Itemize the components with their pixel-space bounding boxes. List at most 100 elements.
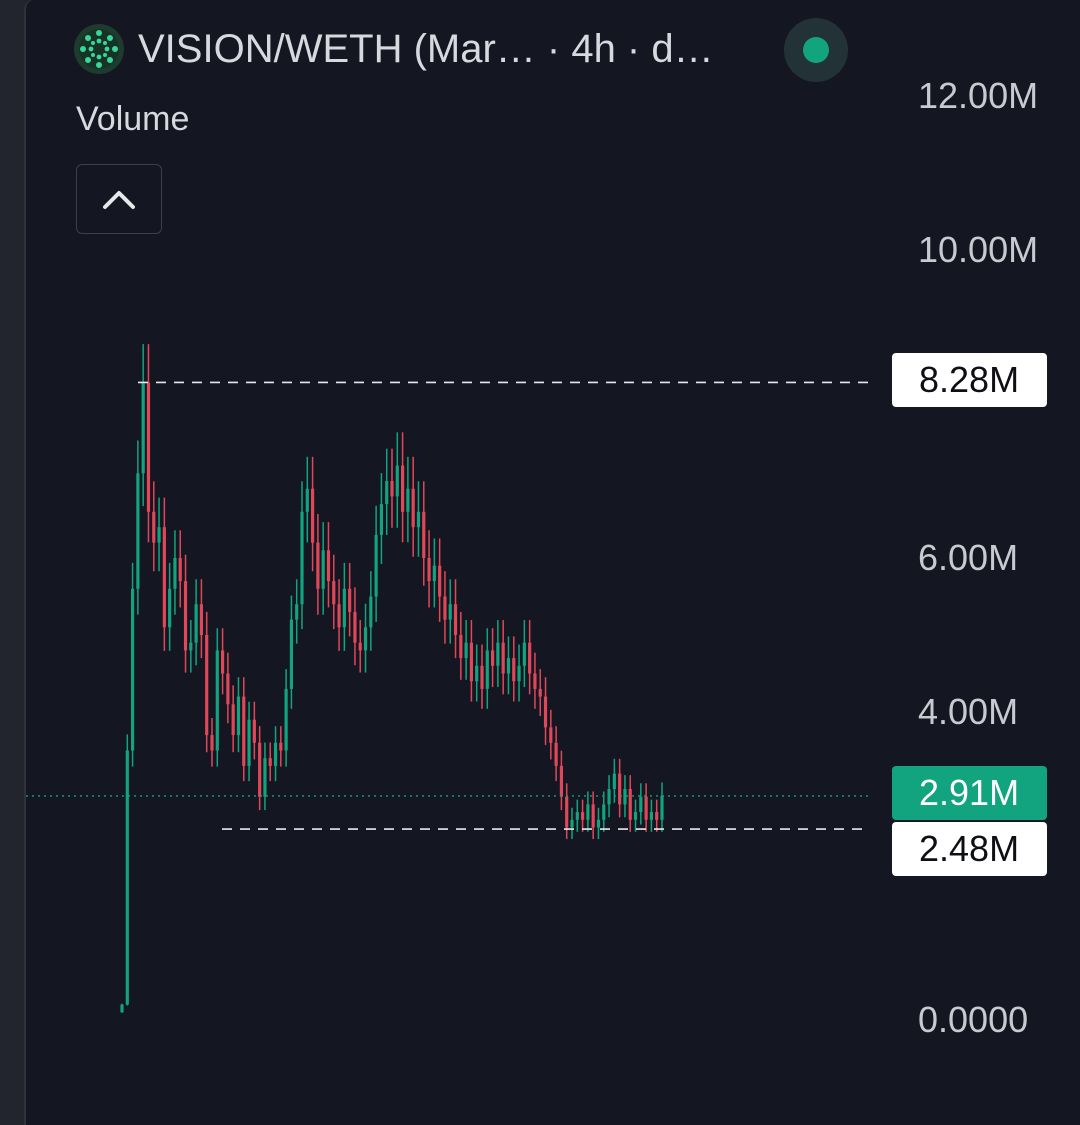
candle-body (554, 742, 558, 766)
current-value-tag: 2.91M (892, 766, 1047, 820)
candle-body (538, 688, 542, 697)
candle-body (480, 665, 484, 689)
candle-body (321, 550, 325, 589)
candle-body (575, 812, 579, 820)
candle-body (337, 604, 341, 628)
chart-header: VISION/WETH (Mar… · 4h · d… (74, 24, 714, 74)
candle-body (268, 758, 272, 766)
candle-body (385, 481, 389, 505)
candle-body (342, 588, 346, 628)
vision-token-logo-icon (74, 24, 124, 74)
candle-body (528, 642, 532, 674)
candle-body (443, 596, 447, 620)
candle-body (379, 504, 383, 535)
y-axis-tick: 6.00M (918, 537, 1019, 578)
candle-body (125, 750, 129, 1005)
candle-body (591, 804, 595, 828)
candle-body (469, 642, 473, 682)
candle-body (289, 619, 293, 689)
candle-body (236, 696, 241, 736)
candle-body (183, 581, 188, 651)
candle-body (157, 527, 161, 543)
candle-body (512, 658, 516, 682)
candle-body (464, 642, 468, 659)
candle-body (136, 473, 140, 589)
live-status-dot-icon (803, 37, 829, 63)
candle-body (522, 642, 526, 666)
candle-body (453, 604, 458, 635)
volume-chart (26, 344, 868, 1013)
candle-body (559, 765, 563, 797)
candle-body (353, 611, 357, 643)
candle-body (581, 812, 585, 820)
candle-body (231, 704, 235, 736)
candle-body (649, 812, 653, 820)
live-status-indicator[interactable] (784, 18, 848, 82)
candle-body (146, 382, 151, 512)
candle-body (263, 758, 267, 797)
candle-body (358, 642, 362, 651)
candle-body (427, 558, 431, 582)
candle-body (215, 650, 219, 751)
candle-body (475, 665, 479, 682)
candle-body (644, 796, 648, 820)
candle-body (612, 773, 616, 789)
candle-body (162, 527, 166, 628)
high-value-tag: 8.28M (892, 353, 1047, 407)
candle-body (660, 795, 664, 820)
candle-body (406, 488, 410, 512)
candle-body (152, 511, 156, 543)
candle-body (543, 696, 548, 728)
candle-body (221, 650, 225, 674)
candle-body (284, 688, 288, 751)
candle-body (448, 604, 452, 620)
candle-body (247, 719, 251, 766)
chart-panel: VISION/WETH (Mar… · 4h · d… Volume 12.00… (24, 0, 1080, 1125)
candle-body (655, 812, 659, 820)
candle-body (295, 604, 299, 620)
candle-body (549, 727, 553, 743)
candle-body (596, 819, 601, 828)
candle-body (639, 796, 643, 813)
y-axis-tick: 4.00M (918, 691, 1019, 732)
candle-body (305, 488, 309, 512)
candle-body (273, 742, 278, 766)
candle-body (517, 665, 521, 682)
chevron-up-icon (103, 191, 135, 209)
candle-body (199, 604, 203, 635)
candle-body (533, 673, 537, 689)
y-axis-tick: 0.0000 (918, 999, 1029, 1040)
candle-body (586, 804, 590, 820)
collapse-indicator-button[interactable] (76, 164, 162, 234)
candle-body (501, 642, 505, 674)
candle-body (300, 511, 304, 605)
candle-body (205, 635, 209, 736)
candle-body (258, 742, 262, 797)
candle-body (189, 642, 193, 651)
candle-body (422, 511, 426, 558)
candle-body (168, 588, 172, 628)
candle-body (326, 550, 331, 582)
candle-body (496, 642, 500, 666)
candle-body (279, 742, 283, 751)
candle-body (401, 465, 405, 512)
candle-body (316, 542, 320, 589)
candle-body (438, 565, 442, 597)
pair-title[interactable]: VISION/WETH (Mar… · 4h · d… (138, 26, 714, 71)
candle-body (618, 773, 622, 805)
candle-body (506, 658, 511, 674)
candle-body (252, 719, 256, 743)
candle-body (623, 789, 627, 805)
candle-body (416, 511, 421, 528)
candle-body (633, 812, 638, 820)
y-axis-tick: 10.00M (918, 229, 1039, 270)
indicator-label: Volume (76, 100, 190, 138)
candle-body (411, 488, 415, 528)
candle-body (363, 627, 368, 651)
candle-body (565, 796, 569, 828)
y-axis-tick: 12.00M (918, 75, 1039, 116)
low-value-tag: 2.48M (892, 822, 1047, 876)
candle-body (332, 581, 336, 605)
candle-body (369, 596, 373, 628)
candle-body (173, 558, 177, 589)
